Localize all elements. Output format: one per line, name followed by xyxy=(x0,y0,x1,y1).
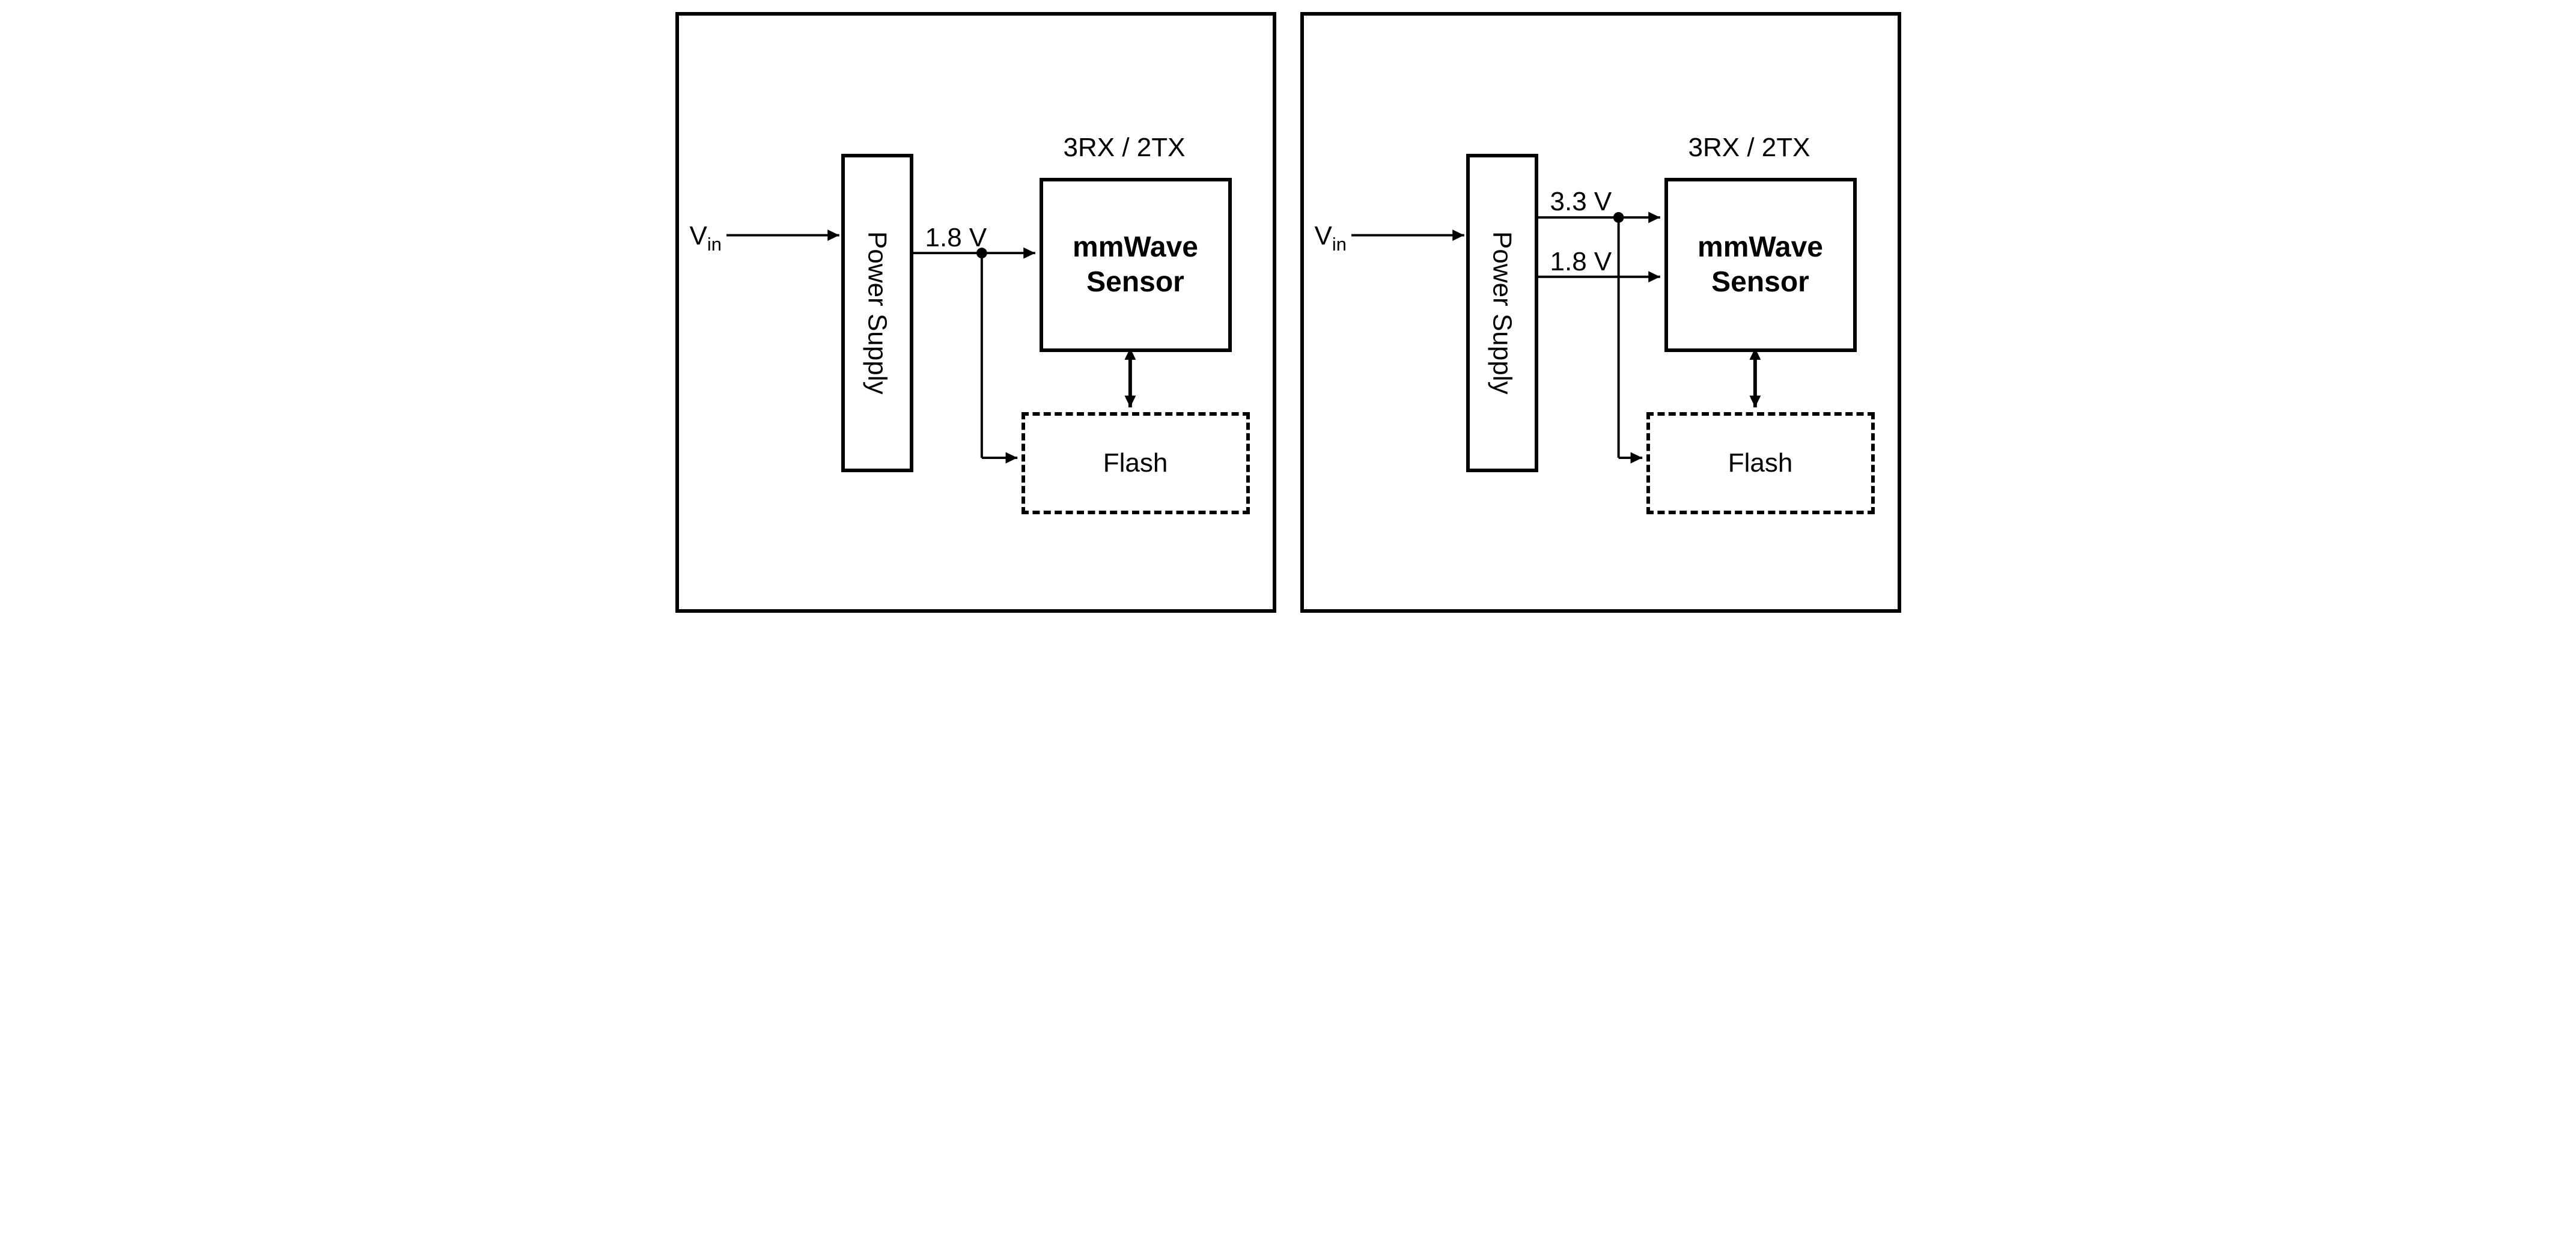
sensor-label-2: Sensor xyxy=(1698,265,1823,300)
sensor-label-1: mmWave xyxy=(1073,230,1198,265)
diagram-panel-single-rail: Vin Power Supply 3RX / 2TX mmWave Sensor… xyxy=(675,12,1276,613)
voltage-label-1: 1.8 V xyxy=(925,223,987,253)
antenna-label: 3RX / 2TX xyxy=(1064,133,1186,163)
sensor-block: mmWave Sensor xyxy=(1040,178,1232,352)
power-supply-label: Power Supply xyxy=(862,231,892,394)
power-supply-label: Power Supply xyxy=(1487,231,1517,394)
flash-block: Flash xyxy=(1022,412,1250,514)
flash-block: Flash xyxy=(1646,412,1875,514)
voltage-label-1: 3.3 V xyxy=(1550,187,1612,217)
power-supply-block: Power Supply xyxy=(1466,154,1538,472)
vin-label: Vin xyxy=(1315,221,1347,255)
flash-label: Flash xyxy=(1728,448,1793,478)
power-supply-block: Power Supply xyxy=(841,154,913,472)
sensor-label-2: Sensor xyxy=(1073,265,1198,300)
vin-label: Vin xyxy=(690,221,722,255)
sensor-block: mmWave Sensor xyxy=(1664,178,1857,352)
voltage-label-2: 1.8 V xyxy=(1550,247,1612,277)
flash-label: Flash xyxy=(1103,448,1168,478)
antenna-label: 3RX / 2TX xyxy=(1688,133,1810,163)
sensor-label-1: mmWave xyxy=(1698,230,1823,265)
diagram-panel-dual-rail: Vin Power Supply 3RX / 2TX mmWave Sensor… xyxy=(1300,12,1901,613)
